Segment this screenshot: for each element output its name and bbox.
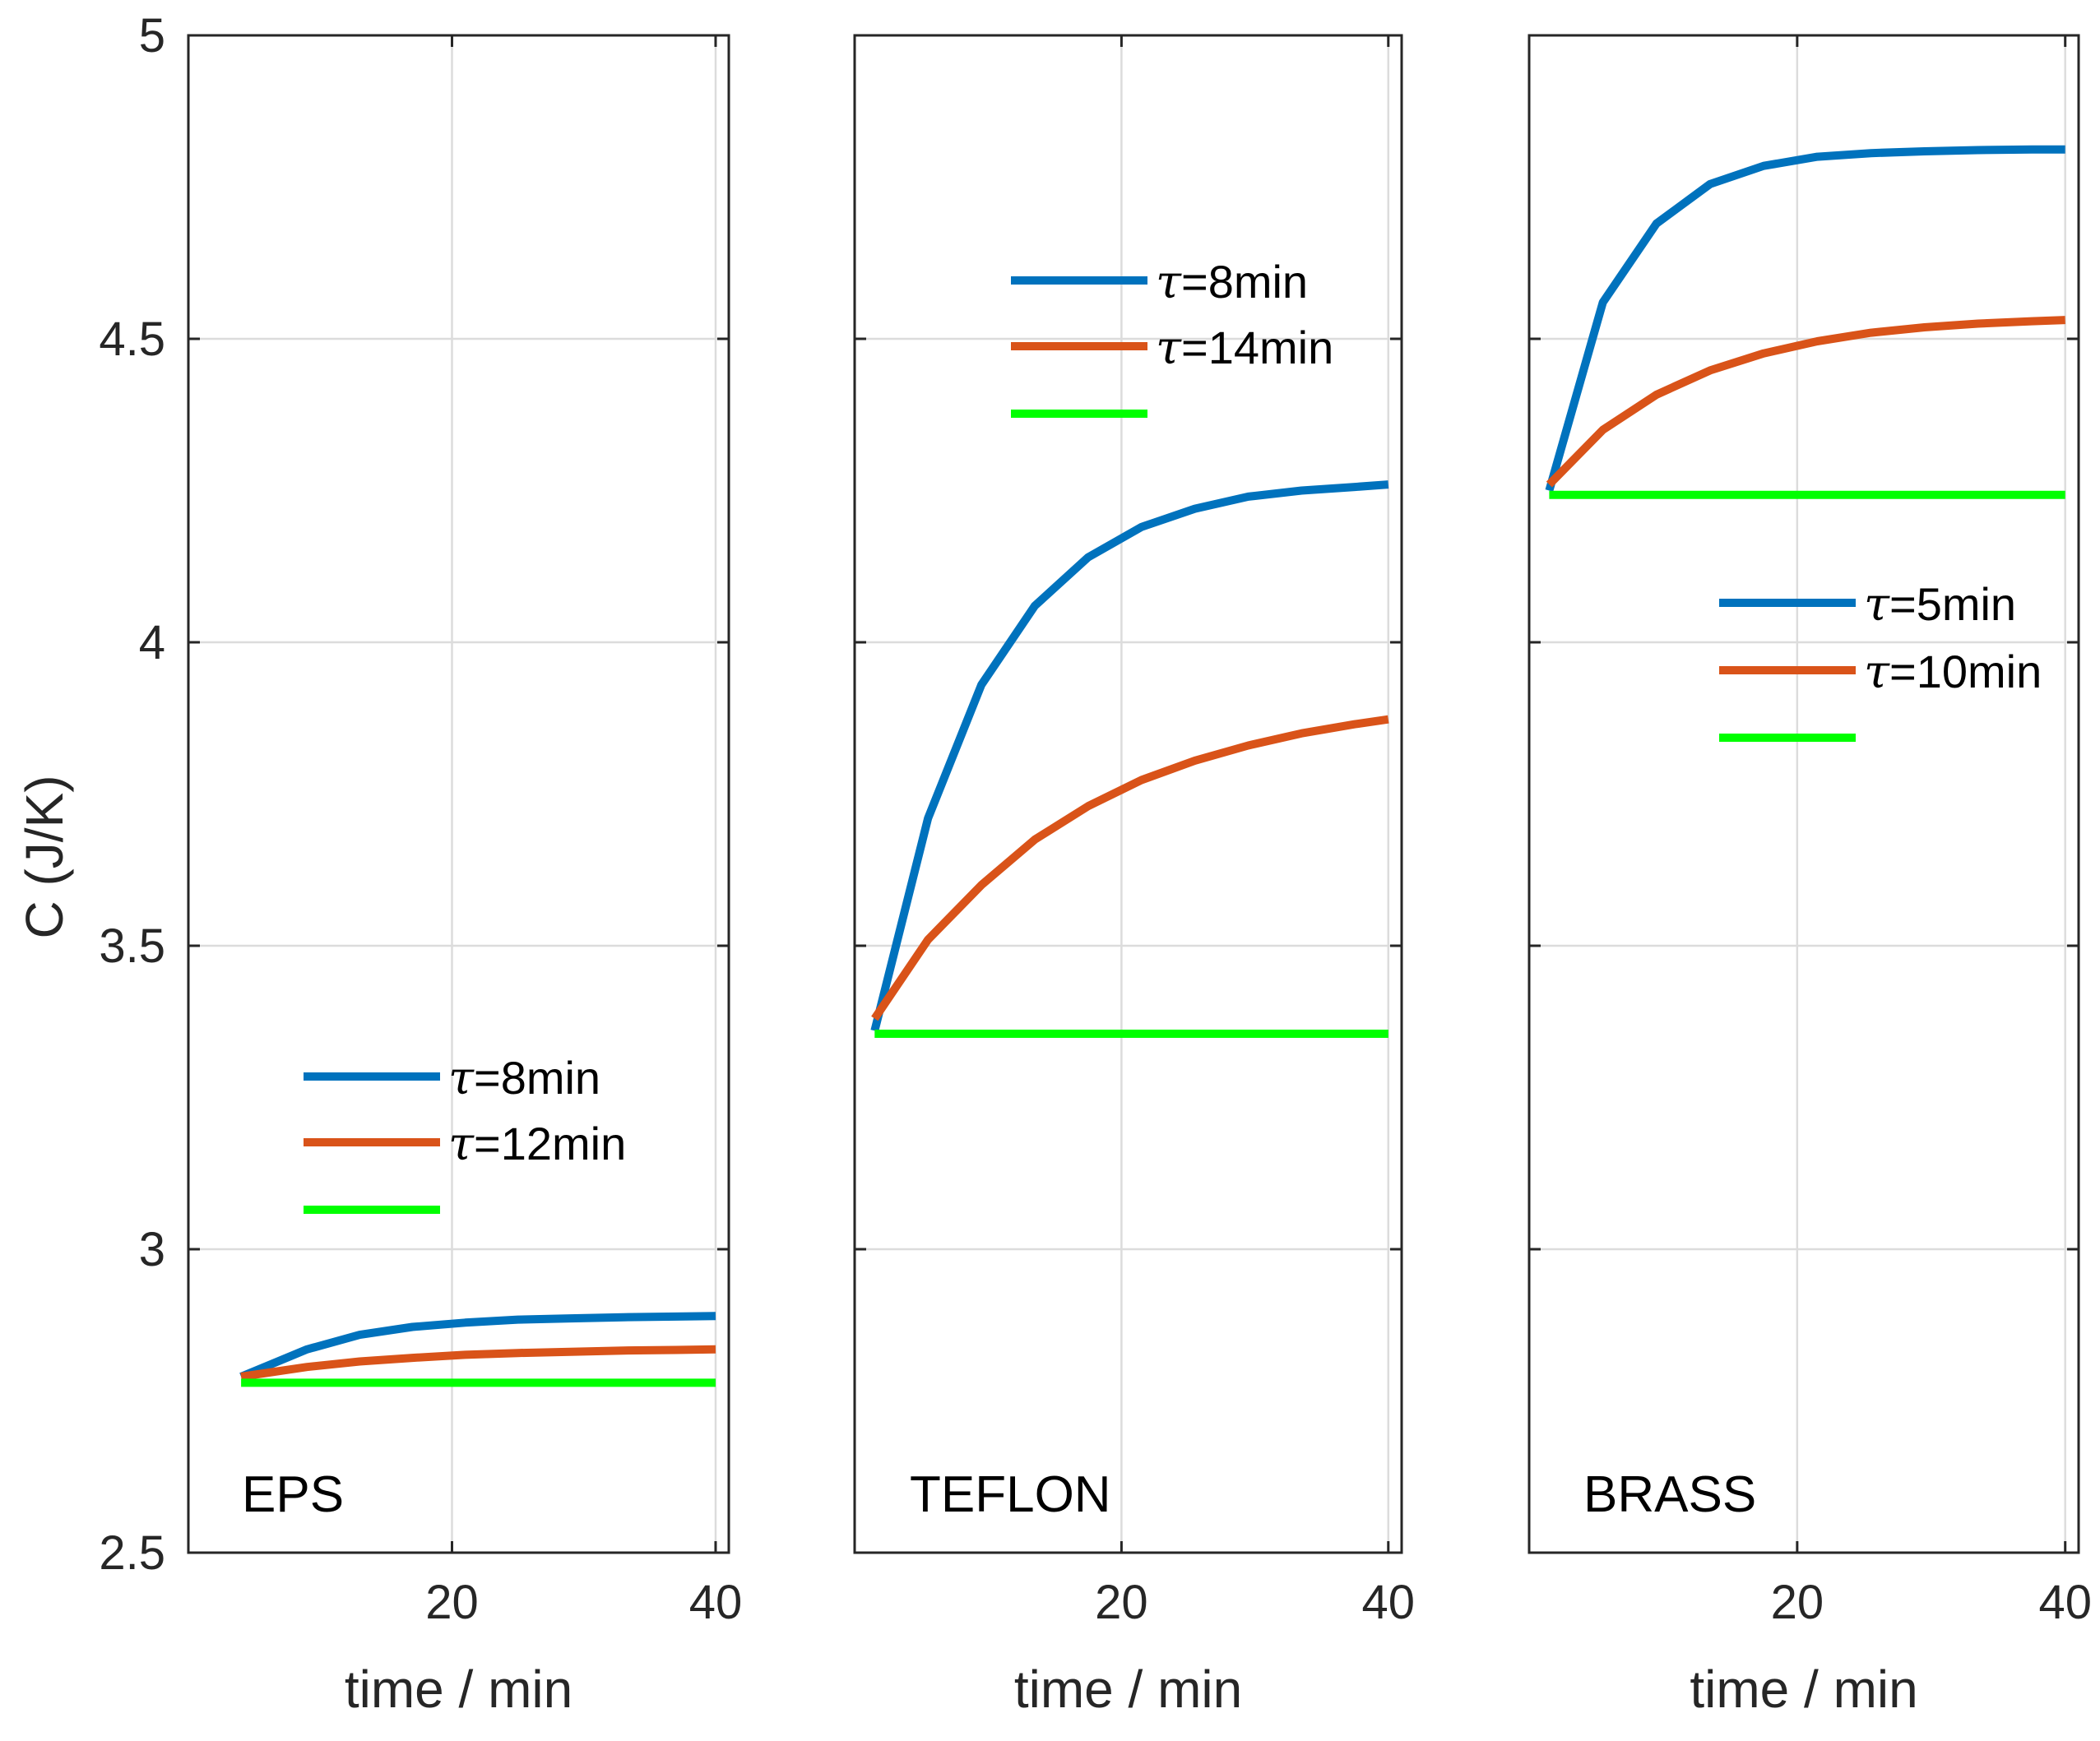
series-line-brass-1: [1545, 145, 2065, 492]
legend-label-text: =8min: [474, 1052, 600, 1104]
legend-label-text: =14min: [1181, 322, 1333, 373]
panel-label: EPS: [242, 1466, 344, 1523]
x-tick-label: 20: [1771, 1576, 1824, 1629]
axes-box: [187, 34, 730, 1554]
x-axis-label: time / min: [345, 1660, 573, 1719]
x-tick-label: 40: [689, 1576, 743, 1629]
legend-label: τ=5min: [1864, 578, 2016, 632]
series-line-teflon-1: [870, 480, 1389, 1032]
x-tick-label: 40: [2038, 1576, 2092, 1629]
y-tick-label: 5: [139, 9, 165, 63]
legend-tau-symbol: τ: [1864, 578, 1890, 632]
y-axis-label: C (J/K): [15, 775, 74, 938]
x-axis-label: time / min: [1690, 1660, 1917, 1719]
legend-tau-symbol: τ: [1156, 322, 1182, 375]
legend-tau-symbol: τ: [448, 1118, 475, 1171]
x-tick-label: 20: [425, 1576, 479, 1629]
x-axis-label: time / min: [1014, 1660, 1242, 1719]
legend-label-text: =8min: [1181, 256, 1308, 308]
y-tick-label: 2.5: [99, 1526, 165, 1580]
legend-label-text: =12min: [474, 1118, 626, 1169]
panel-label: BRASS: [1583, 1466, 1756, 1523]
x-tick-label: 40: [1362, 1576, 1416, 1629]
legend-label: τ=14min: [1156, 322, 1333, 375]
legend-tau-symbol: τ: [448, 1052, 475, 1105]
legend-label: τ=10min: [1864, 646, 2042, 699]
axes-box: [853, 34, 1403, 1554]
series-line-eps-1: [239, 1312, 716, 1381]
x-tick-label: 20: [1095, 1576, 1148, 1629]
legend-tau-symbol: τ: [1156, 256, 1182, 309]
series-line-eps-2: [240, 1345, 716, 1381]
y-tick-label: 4.5: [99, 313, 165, 366]
y-tick-label: 4: [139, 616, 165, 669]
legend-label: τ=12min: [448, 1118, 626, 1171]
axes-box: [1527, 34, 2080, 1554]
legend-label-text: =10min: [1889, 646, 2042, 697]
legend-label-text: =5min: [1889, 578, 2016, 630]
y-tick-label: 3.5: [99, 919, 165, 973]
series-line-teflon-2: [871, 715, 1389, 1021]
panel-label: TEFLON: [910, 1466, 1111, 1523]
series-line-brass-2: [1546, 316, 2065, 488]
legend-label: τ=8min: [1156, 256, 1308, 309]
y-tick-label: 3: [139, 1223, 165, 1276]
legend-label: τ=8min: [448, 1052, 600, 1105]
legend-tau-symbol: τ: [1864, 646, 1890, 699]
